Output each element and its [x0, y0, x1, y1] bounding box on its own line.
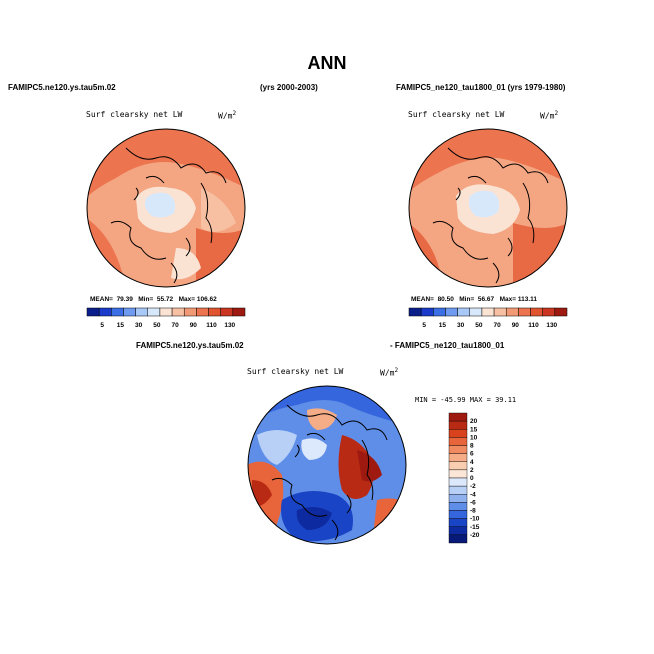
top-right-colorbar-tick: 5 — [422, 322, 426, 329]
top-left-colorbar-box — [86, 307, 100, 317]
top-left-colorbar-box — [220, 307, 234, 317]
diff-colorbar-box — [448, 510, 468, 519]
top-right-colorbar-tick: 110 — [528, 322, 539, 329]
top-left-colorbar-box — [171, 307, 185, 317]
diff-colorbar-box — [448, 534, 468, 544]
top-left-colorbar-box — [135, 307, 149, 317]
top-left-stats: MEAN= 79.39 Min= 55.72 Max= 106.62 — [90, 296, 217, 303]
top-right-case-name: FAMIPC5_ne120_tau1800_01 (yrs 1979-1980) — [396, 83, 566, 92]
top-left-colorbar-tick: 70 — [171, 322, 179, 329]
top-left-colorbar-tick: 50 — [153, 322, 161, 329]
diff-colorbar-box — [448, 494, 468, 503]
top-left-colorbar-tick: 90 — [190, 322, 198, 329]
top-right-colorbar-box — [457, 307, 471, 317]
diff-colorbar-tick: 10 — [470, 434, 478, 441]
diff-colorbar-box — [448, 429, 468, 438]
top-right-colorbar-tick: 50 — [475, 322, 483, 329]
diff-colorbar-tick: 15 — [470, 426, 478, 433]
top-left-colorbar-box — [232, 307, 246, 317]
top-right-colorbar-box — [420, 307, 434, 317]
top-left-variable: Surf clearsky net LW — [86, 110, 183, 119]
diff-colorbar-box — [448, 437, 468, 446]
diff-colorbar-tick: 2 — [470, 467, 474, 474]
top-right-units: W/m2 — [540, 110, 559, 121]
top-left-colorbar-tick: 110 — [206, 322, 217, 329]
top-left-units: W/m2 — [218, 110, 237, 121]
diff-map — [247, 385, 407, 545]
top-left-colorbar-box — [159, 307, 173, 317]
diff-colorbar-tick: -20 — [470, 532, 480, 539]
diff-colorbar-box — [448, 420, 468, 430]
diff-colorbar-box — [448, 469, 468, 479]
diff-colorbar-box — [448, 518, 468, 527]
top-right-stats: MEAN= 80.50 Min= 56.67 Max= 113.11 — [411, 296, 538, 303]
top-right-colorbar-box — [493, 307, 507, 317]
diff-colorbar-tick: -4 — [470, 491, 476, 498]
top-left-colorbar-tick: 30 — [135, 322, 143, 329]
top-left-years: (yrs 2000-2003) — [260, 83, 318, 92]
top-right-colorbar-tick: 15 — [439, 322, 447, 329]
diff-colorbar-box — [448, 461, 468, 471]
diff-variable: Surf clearsky net LW — [247, 367, 344, 376]
top-left-colorbar-box — [123, 307, 136, 317]
top-left-colorbar-tick: 15 — [117, 322, 125, 329]
top-left-colorbar-box — [196, 307, 209, 317]
diff-colorbar-tick: 20 — [470, 418, 478, 425]
diff-colorbar-tick: 6 — [470, 451, 474, 458]
top-left-map — [86, 128, 246, 288]
diff-colorbar-box — [448, 502, 468, 511]
top-left-colorbar-box — [147, 307, 161, 317]
diff-minmax: MIN = -45.99 MAX = 39.11 — [415, 396, 517, 404]
diff-colorbar-tick: -8 — [470, 508, 476, 515]
diff-colorbar-tick: -2 — [470, 483, 476, 490]
diff-colorbar-tick: -6 — [470, 499, 476, 506]
top-right-colorbar-box — [505, 307, 519, 317]
diff-colorbar-tick: -15 — [470, 524, 480, 531]
diff-colorbar-box — [448, 485, 468, 495]
top-right-colorbar-tick: 130 — [546, 322, 557, 329]
diff-colorbar-tick: 0 — [470, 475, 474, 482]
diff-colorbar-box — [448, 453, 468, 462]
top-left-colorbar-box — [98, 307, 112, 317]
top-left-colorbar-box — [183, 307, 197, 317]
diff-colorbar-tick: -10 — [470, 516, 480, 523]
top-right-colorbar-box — [481, 307, 495, 317]
top-right-colorbar-box — [433, 307, 446, 317]
diff-colorbar-box — [448, 412, 468, 422]
top-right-colorbar-tick: 30 — [457, 322, 465, 329]
top-right-map — [408, 128, 568, 288]
top-right-colorbar-box — [542, 307, 556, 317]
top-right-colorbar-tick: 90 — [512, 322, 520, 329]
diff-colorbar-box — [448, 477, 468, 487]
top-right-colorbar-box — [445, 307, 458, 317]
top-right-colorbar-box — [530, 307, 543, 317]
figure-title: ANN — [307, 53, 347, 73]
diff-units: W/m2 — [380, 367, 399, 378]
top-right-colorbar-tick: 70 — [493, 322, 501, 329]
diff-case-b: - FAMIPC5_ne120_tau1800_01 — [390, 341, 505, 350]
top-left-colorbar-tick: 130 — [224, 322, 235, 329]
top-right-colorbar-box — [469, 307, 483, 317]
top-right-colorbar: 5 15 30 50 70 90 110 130 — [408, 307, 568, 329]
top-right-colorbar-box — [518, 307, 531, 317]
diff-colorbar-tick: 8 — [470, 443, 474, 450]
top-right-colorbar-box — [408, 307, 422, 317]
top-left-colorbar-tick: 5 — [100, 322, 104, 329]
diff-case-a: FAMIPC5.ne120.ys.tau5m.02 — [136, 341, 244, 350]
top-right-variable: Surf clearsky net LW — [408, 110, 505, 119]
top-left-colorbar-box — [208, 307, 221, 317]
diff-colorbar-box — [448, 526, 468, 536]
top-left-case-name: FAMIPC5.ne120.ys.tau5m.02 — [8, 83, 116, 92]
top-left-colorbar: 5 15 30 50 70 90 110 130 — [86, 307, 246, 329]
top-left-colorbar-box — [111, 307, 124, 317]
diff-colorbar-box — [448, 445, 468, 454]
diff-colorbar-tick: 4 — [470, 459, 474, 466]
top-right-colorbar-box — [554, 307, 568, 317]
